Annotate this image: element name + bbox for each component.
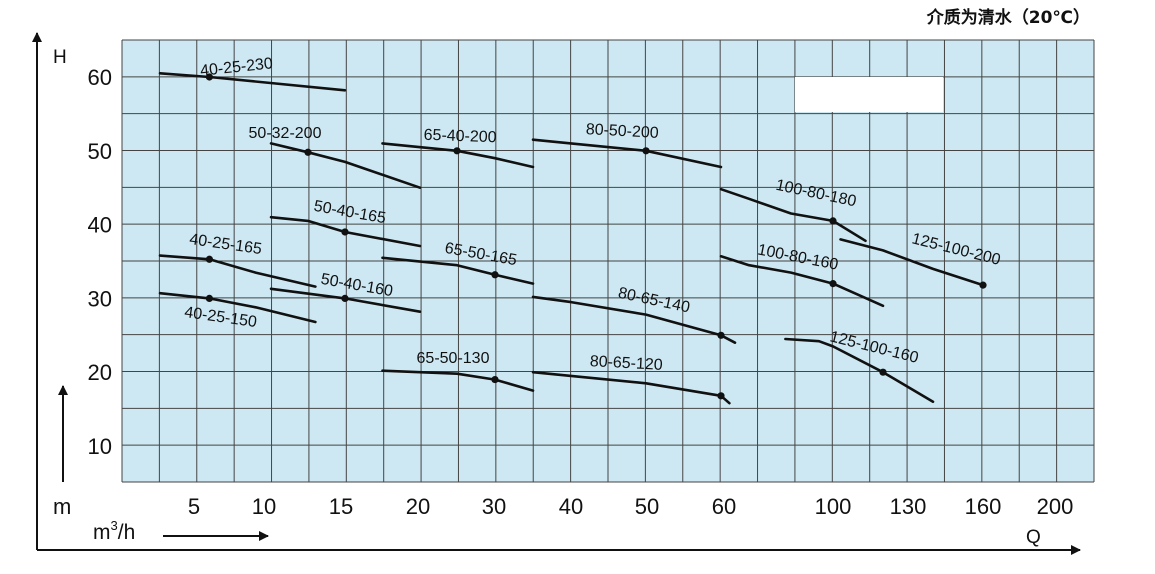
curve-80-65-120: 80-65-120 <box>531 353 731 405</box>
x-tick-label: 130 <box>890 494 927 519</box>
curve-line <box>719 187 867 243</box>
curve-80-50-200: 80-50-200 <box>531 121 723 169</box>
x-tick-label: 50 <box>635 494 659 519</box>
duty-point <box>304 148 312 156</box>
x-tick-label: 20 <box>406 494 430 519</box>
y-unit-label: m <box>53 494 71 519</box>
curve-label: 80-50-200 <box>585 121 659 142</box>
x-tick-label: 5 <box>188 494 200 519</box>
duty-point <box>879 368 887 376</box>
duty-point <box>642 147 650 155</box>
medium-caption: 介质为清水（20℃） <box>926 7 1090 28</box>
x-tick-label: 15 <box>329 494 353 519</box>
curve-line <box>158 254 317 288</box>
curve-65-40-200: 65-40-200 <box>381 127 535 169</box>
curve-label: 50-32-200 <box>249 125 322 142</box>
duty-point <box>205 73 213 81</box>
x-unit-prefix: m <box>93 521 111 544</box>
curve-50-32-200: 50-32-200 <box>249 125 422 189</box>
blank-label-box <box>795 77 943 112</box>
duty-point <box>205 294 213 302</box>
duty-point <box>341 228 349 236</box>
curve-line <box>531 138 723 169</box>
y-tick-label: 10 <box>88 434 112 459</box>
y-tick-label: 50 <box>88 139 112 164</box>
y-tick-labels: 10 20 30 40 50 60 <box>88 65 112 459</box>
curve-label: 65-40-200 <box>423 127 497 147</box>
y-tick-label: 40 <box>88 213 112 238</box>
duty-point <box>205 255 213 263</box>
curve-65-50-130: 65-50-130 <box>381 350 535 392</box>
curve-line <box>381 142 535 169</box>
y-axis-label: H <box>53 47 67 68</box>
x-tick-label: 60 <box>712 494 736 519</box>
duty-point <box>491 271 499 279</box>
x-tick-label: 100 <box>815 494 852 519</box>
x-tick-label: 200 <box>1037 494 1074 519</box>
curve-line <box>381 256 535 285</box>
duty-point <box>829 217 837 225</box>
curve-line <box>269 215 422 248</box>
curve-line <box>719 255 885 308</box>
duty-point <box>341 294 349 302</box>
curve-line <box>531 370 731 405</box>
curve-line <box>158 291 317 324</box>
curve-line <box>381 369 535 392</box>
duty-point <box>717 331 725 339</box>
duty-point <box>829 280 837 288</box>
x-axis-label: Q <box>1026 527 1041 548</box>
curve-line <box>839 238 985 287</box>
x-tick-labels: 5 10 15 20 30 40 50 60 100 130 160 200 <box>188 494 1073 519</box>
x-tick-label: 30 <box>482 494 506 519</box>
curve-line <box>531 295 737 344</box>
duty-point <box>453 147 461 155</box>
x-unit-suffix: /h <box>118 521 136 544</box>
y-tick-label: 20 <box>88 360 112 385</box>
grid-lines <box>121 39 1095 483</box>
curve-label: 65-50-130 <box>417 350 490 367</box>
y-tick-label: 30 <box>88 286 112 311</box>
x-tick-label: 40 <box>559 494 583 519</box>
x-unit-label: m3/h <box>93 518 135 544</box>
curve-label: 80-65-120 <box>589 353 663 374</box>
x-tick-label: 10 <box>252 494 276 519</box>
duty-point <box>717 392 725 400</box>
x-tick-label: 160 <box>965 494 1002 519</box>
x-unit-superscript: 3 <box>111 518 118 533</box>
curve-line <box>784 337 935 403</box>
duty-point <box>979 281 987 289</box>
duty-point <box>491 375 499 384</box>
curve-line <box>269 142 422 189</box>
y-tick-label: 60 <box>88 65 112 90</box>
